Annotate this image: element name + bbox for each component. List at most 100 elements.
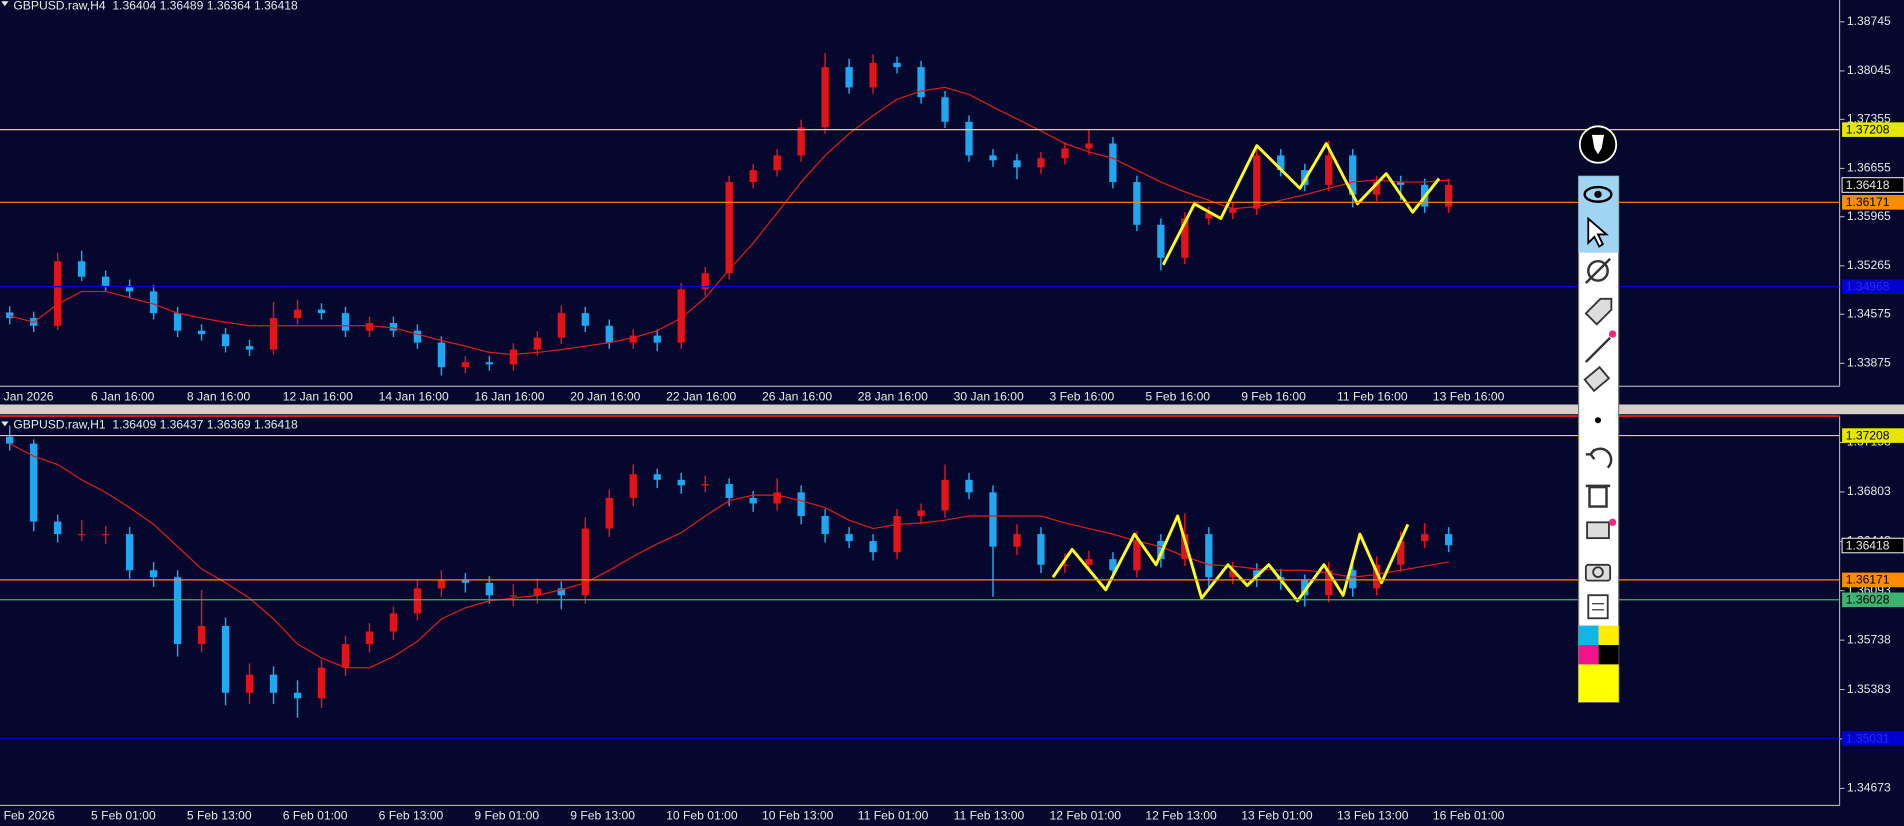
moving-average	[9, 443, 1449, 669]
x-tick-label: 11 Feb 16:00	[1337, 389, 1408, 403]
candle-body	[605, 497, 613, 529]
candle-body	[1133, 182, 1141, 225]
line-color-dot	[1608, 330, 1617, 338]
eye-button[interactable]	[1583, 185, 1613, 203]
candle-body	[701, 484, 709, 486]
candle-body	[581, 313, 589, 326]
eraser-button[interactable]	[1583, 365, 1611, 393]
candle-body	[293, 692, 302, 699]
level-badge	[1842, 279, 1904, 294]
candle-body	[6, 312, 14, 319]
candle-body	[605, 325, 613, 343]
candle-body	[701, 273, 709, 290]
color-swatch[interactable]	[1578, 645, 1599, 665]
plots: 1.38745 1.38045 1.37355 1.36655 1.35965 1.352…	[0, 14, 1904, 822]
candle-body	[1373, 564, 1381, 589]
pen-icon	[1591, 134, 1605, 155]
candle-body	[317, 309, 326, 314]
candle-body	[437, 580, 446, 589]
toolbar-panel	[1577, 175, 1620, 703]
panel-splitter[interactable]	[0, 404, 1904, 415]
x-tick-label: 26 Jan 16:00	[762, 389, 832, 403]
candle-body	[509, 349, 517, 365]
candle-body	[125, 285, 134, 292]
y-tick-label: 1.34575	[1847, 306, 1891, 320]
color-swatch[interactable]	[1598, 645, 1619, 665]
candle-body	[797, 127, 805, 156]
candle-body	[341, 644, 350, 668]
x-tick-label: 10 Feb 13:00	[762, 808, 834, 822]
candle-body	[1037, 158, 1045, 168]
y-tick-label: 1.35383	[1847, 682, 1891, 696]
level-badge	[1842, 731, 1904, 746]
x-tick-label: 12 Jan 16:00	[283, 389, 353, 403]
candle-body	[221, 625, 230, 693]
level-label: 1.36028	[1846, 593, 1890, 607]
level-badge	[1842, 572, 1904, 588]
color-swatch[interactable]	[1598, 625, 1619, 646]
panel-header: GBPUSD.raw,H4 1.36404 1.36489 1.36364 1.…	[13, 0, 298, 12]
level-badge	[1842, 195, 1904, 210]
price-panel: 1.371581.368031.364481.360931.357381.353…	[0, 425, 1904, 822]
undo-button[interactable]	[1585, 447, 1613, 469]
clipboard-button[interactable]	[1587, 594, 1609, 620]
x-tick-label: 30 Jan 16:00	[954, 389, 1024, 403]
price-panel: 1.38745 1.38045 1.37355 1.36655 1.35965 1.352…	[0, 14, 1904, 403]
candle-body	[1109, 143, 1117, 183]
candle-body	[78, 261, 86, 277]
candle-body	[293, 309, 302, 319]
y-tick-label: 1.34673	[1847, 781, 1891, 795]
plot-area	[6, 425, 1453, 718]
candle-body	[917, 67, 925, 98]
candle-body	[725, 182, 733, 274]
candle-body	[54, 521, 62, 535]
level-label: 1.35031	[1846, 731, 1890, 745]
candle-body	[773, 155, 781, 171]
candle-body	[1445, 534, 1453, 546]
x-tick-label: Feb 2026	[4, 808, 55, 822]
x-tick-label: 14 Jan 16:00	[379, 389, 449, 403]
candle-body	[557, 588, 565, 596]
panel-menu-arrow[interactable]	[1, 421, 9, 427]
candle-body	[102, 276, 110, 286]
candle-body	[1085, 559, 1093, 565]
candle-body	[78, 534, 86, 536]
label-button[interactable]	[1584, 297, 1613, 326]
x-tick-label: 5 Feb 16:00	[1145, 389, 1210, 403]
candle-body	[341, 313, 350, 331]
candle-body	[1133, 541, 1141, 571]
panel-menu-arrow[interactable]	[1, 1, 9, 7]
current-color[interactable]	[1578, 664, 1619, 703]
x-tick-label: 8 Jan 16:00	[187, 389, 251, 403]
candle-body	[1157, 541, 1165, 560]
candle-body	[1373, 182, 1381, 195]
candle-body	[1013, 160, 1021, 168]
candle-body	[677, 289, 685, 343]
y-tick-label: 1.36803	[1847, 484, 1891, 498]
candle-body	[629, 474, 637, 498]
template-button[interactable]	[1586, 521, 1610, 540]
candle-body	[869, 541, 877, 553]
dot-button[interactable]	[1594, 417, 1602, 424]
candle-body	[1229, 570, 1237, 578]
cursor-button[interactable]	[1587, 216, 1609, 248]
candle-body	[677, 479, 685, 486]
x-tick-label: 12 Feb 13:00	[1145, 808, 1217, 822]
candle-body	[1277, 155, 1285, 171]
candle-body	[1301, 580, 1309, 596]
screenshot-button[interactable]	[1584, 563, 1612, 582]
plot-area	[6, 53, 1453, 376]
candle-body	[102, 534, 110, 536]
candle-body	[1421, 534, 1429, 542]
hide-button[interactable]	[1587, 259, 1609, 282]
color-swatch[interactable]	[1578, 625, 1599, 646]
candle-body	[149, 291, 158, 314]
line-button[interactable]	[1584, 336, 1612, 363]
candle-body	[269, 318, 278, 350]
candle-body	[557, 313, 565, 338]
candle-body	[1013, 534, 1021, 547]
candle-body	[1205, 534, 1213, 578]
candle-body	[125, 534, 134, 571]
candle-body	[1253, 570, 1261, 578]
